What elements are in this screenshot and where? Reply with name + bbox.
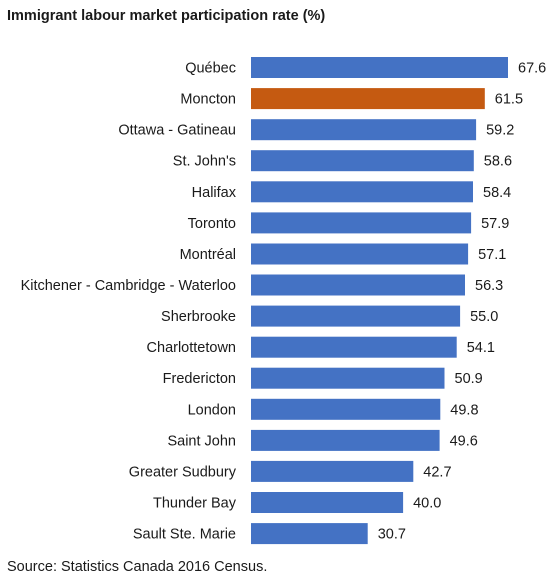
bar-greater-sudbury (251, 460, 414, 482)
bar-st-john-s (251, 150, 474, 172)
bar-ottawa-gatineau (251, 119, 477, 141)
value-label-saint-john: 49.6 (450, 433, 478, 449)
bar-sherbrooke (251, 305, 461, 327)
bar-fredericton (251, 367, 445, 389)
category-label-st-john-s: St. John's (173, 154, 236, 170)
bar-halifax (251, 181, 473, 203)
value-label-sault-ste-marie: 30.7 (378, 527, 406, 543)
category-label-charlottetown: Charlottetown (147, 340, 236, 356)
value-label-moncton: 61.5 (495, 92, 523, 108)
value-label-charlottetown: 54.1 (467, 340, 495, 356)
bar-kitchener-cambridge-waterloo (251, 274, 465, 296)
category-label-thunder-bay: Thunder Bay (153, 496, 237, 512)
value-label-ottawa-gatineau: 59.2 (486, 123, 514, 139)
bar-london (251, 398, 441, 420)
value-label-toronto: 57.9 (481, 216, 509, 232)
value-label-thunder-bay: 40.0 (413, 496, 441, 512)
source-note: Source: Statistics Canada 2016 Census. (7, 559, 268, 575)
value-label-greater-sudbury: 42.7 (423, 464, 451, 480)
category-label-sault-ste-marie: Sault Ste. Marie (133, 527, 236, 543)
bar-charlottetown (251, 336, 457, 358)
bar-saint-john (251, 429, 440, 451)
category-label-sherbrooke: Sherbrooke (161, 309, 236, 325)
category-label-montreal: Montréal (180, 247, 236, 263)
value-label-st-john-s: 58.6 (484, 154, 512, 170)
bar-moncton (251, 88, 485, 110)
category-label-kitchener-cambridge-waterloo: Kitchener - Cambridge - Waterloo (21, 278, 236, 294)
category-label-saint-john: Saint John (167, 433, 236, 449)
value-label-halifax: 58.4 (483, 185, 511, 201)
category-label-toronto: Toronto (188, 216, 236, 232)
category-label-halifax: Halifax (192, 185, 237, 201)
bar-toronto (251, 212, 472, 234)
category-label-ottawa-gatineau: Ottawa - Gatineau (118, 123, 236, 139)
bar-montreal (251, 243, 469, 265)
value-label-london: 49.8 (450, 402, 478, 418)
bar-thunder-bay (251, 492, 404, 513)
value-label-kitchener-cambridge-waterloo: 56.3 (475, 278, 503, 294)
category-label-moncton: Moncton (180, 92, 236, 108)
bar-quebec (251, 57, 508, 78)
value-label-sherbrooke: 55.0 (470, 309, 498, 325)
category-label-quebec: Québec (185, 61, 236, 77)
bar-sault-ste-marie (251, 523, 368, 545)
category-label-london: London (188, 402, 236, 418)
chart-title: Immigrant labour market participation ra… (7, 8, 326, 24)
category-label-fredericton: Fredericton (163, 371, 236, 387)
category-label-greater-sudbury: Greater Sudbury (129, 464, 237, 480)
value-label-fredericton: 50.9 (455, 371, 483, 387)
value-label-quebec: 67.6 (518, 61, 546, 77)
value-label-montreal: 57.1 (478, 247, 506, 263)
